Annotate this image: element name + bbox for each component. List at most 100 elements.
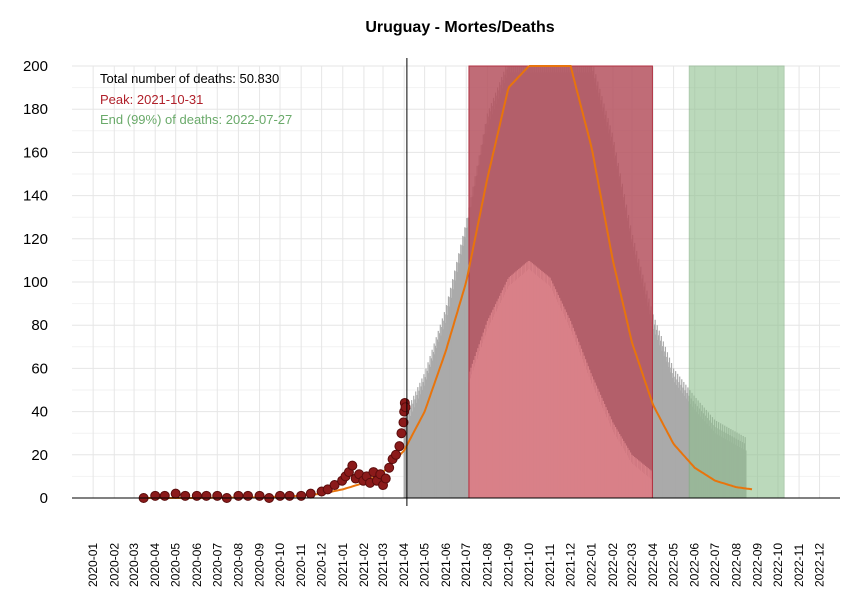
- peak-lower-stripe: [522, 273, 525, 498]
- peak-lower-stripe: [509, 285, 511, 498]
- band-stripe: [453, 279, 455, 498]
- x-tick-label: 2021-01: [336, 543, 350, 587]
- peak-lower-stripe: [571, 324, 573, 498]
- x-tick-label: 2022-10: [771, 543, 785, 587]
- peak-lower-stripe: [485, 324, 487, 498]
- peak-lower-stripe: [580, 348, 583, 498]
- band-stripe: [460, 254, 463, 498]
- band-stripe: [407, 420, 409, 498]
- peak-lower-stripe: [531, 263, 533, 498]
- peak-lower-stripe: [559, 307, 561, 498]
- peak-lower-stripe: [596, 395, 598, 498]
- peak-lower-stripe: [542, 272, 544, 498]
- band-stripe: [670, 367, 672, 498]
- y-tick-label: 0: [40, 490, 48, 507]
- annotation-end: End (99%) of deaths: 2022-07-27: [100, 112, 292, 127]
- band-stripe: [411, 400, 413, 498]
- peak-lower-stripe: [647, 468, 649, 498]
- band-stripe: [465, 228, 467, 498]
- peak-lower-stripe: [491, 319, 493, 498]
- peak-lower-stripe: [542, 280, 544, 498]
- band-stripe: [421, 378, 423, 498]
- peak-lower-stripe: [473, 359, 475, 498]
- band-stripe: [661, 350, 663, 498]
- peak-lower-stripe: [487, 328, 489, 498]
- peak-lower-stripe: [477, 348, 479, 498]
- peak-lower-stripe: [507, 279, 509, 498]
- band-stripe: [439, 333, 441, 498]
- peak-lower-stripe: [599, 401, 601, 498]
- peak-lower-stripe: [640, 470, 642, 498]
- peak-lower-stripe: [580, 355, 582, 498]
- peak-lower-stripe: [545, 274, 547, 498]
- peak-lower-stripe: [508, 277, 510, 498]
- peak-lower-stripe: [608, 423, 611, 498]
- x-tick-label: 2021-11: [543, 544, 557, 587]
- peak-lower-stripe: [476, 358, 478, 498]
- peak-lower-stripe: [565, 312, 568, 498]
- peak-lower-stripe: [576, 338, 579, 498]
- x-tick-label: 2022-09: [750, 543, 764, 587]
- peak-lower-stripe: [627, 447, 629, 498]
- peak-lower-stripe: [524, 263, 527, 498]
- peak-lower-stripe: [490, 322, 492, 498]
- band-stripe: [466, 227, 469, 498]
- band-stripe: [682, 387, 684, 498]
- x-tick-label: 2021-07: [459, 543, 473, 587]
- peak-lower-stripe: [651, 479, 653, 498]
- peak-lower-stripe: [591, 376, 594, 498]
- band-stripe: [459, 253, 461, 498]
- band-stripe: [653, 324, 656, 498]
- peak-lower-stripe: [636, 467, 638, 498]
- x-tick-label: 2022-03: [625, 543, 639, 587]
- peak-lower-stripe: [584, 359, 587, 498]
- peak-lower-stripe: [602, 400, 604, 498]
- peak-lower-stripe: [470, 367, 472, 498]
- band-stripe: [684, 390, 686, 498]
- peak-lower-stripe: [587, 373, 589, 498]
- peak-lower-stripe: [525, 271, 527, 498]
- band-stripe: [462, 246, 465, 498]
- band-stripe: [449, 287, 452, 498]
- peak-lower-stripe: [628, 450, 630, 498]
- peak-lower-stripe: [606, 410, 609, 498]
- peak-lower-stripe: [469, 378, 471, 498]
- y-tick-label: 80: [31, 317, 48, 334]
- peak-lower-stripe: [569, 320, 572, 498]
- peak-lower-stripe: [642, 463, 644, 498]
- peak-lower-stripe: [633, 465, 635, 498]
- peak-lower-stripe: [546, 275, 548, 498]
- peak-lower-stripe: [530, 262, 532, 498]
- peak-lower-stripe: [640, 462, 643, 498]
- peak-lower-stripe: [486, 331, 488, 498]
- peak-lower-stripe: [576, 345, 578, 498]
- band-stripe: [413, 395, 415, 498]
- peak-lower-stripe: [552, 293, 555, 498]
- y-tick-label: 60: [31, 360, 48, 377]
- peak-lower-stripe: [595, 385, 598, 498]
- peak-lower-stripe: [516, 270, 518, 498]
- band-stripe: [443, 320, 445, 498]
- peak-lower-stripe: [492, 309, 494, 498]
- data-point: [396, 428, 407, 439]
- peak-lower-stripe: [512, 273, 514, 498]
- peak-lower-stripe: [518, 277, 521, 498]
- band-stripe: [679, 376, 681, 498]
- peak-lower-stripe: [642, 472, 645, 498]
- peak-lower-stripe: [643, 464, 645, 498]
- peak-lower-stripe: [606, 417, 608, 498]
- x-tick-label: 2020-02: [107, 543, 121, 587]
- band-stripe: [422, 382, 424, 498]
- data-point: [159, 490, 170, 501]
- peak-lower-stripe: [613, 424, 615, 498]
- peak-lower-stripe: [616, 429, 618, 498]
- x-tick-label: 2021-12: [564, 543, 578, 587]
- x-tick-label: 2022-05: [667, 543, 681, 587]
- band-stripe: [429, 355, 431, 498]
- peak-lower-stripe: [572, 327, 574, 498]
- data-point: [284, 490, 295, 501]
- peak-lower-stripe: [581, 359, 583, 498]
- peak-lower-stripe: [567, 325, 570, 498]
- peak-lower-stripe: [546, 283, 548, 498]
- band-stripe: [430, 366, 432, 498]
